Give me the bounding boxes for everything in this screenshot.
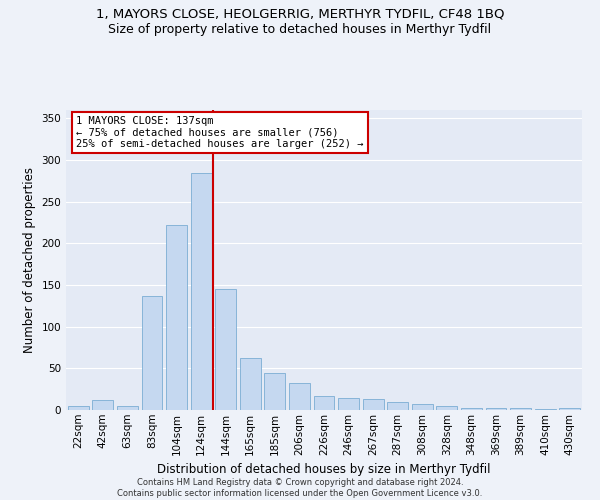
Bar [535,409,556,410]
Text: Size of property relative to detached houses in Merthyr Tydfil: Size of property relative to detached ho… [109,22,491,36]
Bar [265,372,286,410]
X-axis label: Distribution of detached houses by size in Merthyr Tydfil: Distribution of detached houses by size … [157,463,491,476]
Bar [289,382,310,410]
Bar [412,404,433,410]
Bar [314,396,334,410]
Bar [142,296,163,410]
Bar [338,398,359,410]
Text: 1, MAYORS CLOSE, HEOLGERRIG, MERTHYR TYDFIL, CF48 1BQ: 1, MAYORS CLOSE, HEOLGERRIG, MERTHYR TYD… [96,8,504,20]
Bar [240,358,261,410]
Bar [92,400,113,410]
Bar [559,408,580,410]
Y-axis label: Number of detached properties: Number of detached properties [23,167,36,353]
Text: 1 MAYORS CLOSE: 137sqm
← 75% of detached houses are smaller (756)
25% of semi-de: 1 MAYORS CLOSE: 137sqm ← 75% of detached… [76,116,364,149]
Bar [117,406,138,410]
Bar [387,402,408,410]
Bar [68,406,89,410]
Bar [191,172,212,410]
Text: Contains HM Land Registry data © Crown copyright and database right 2024.
Contai: Contains HM Land Registry data © Crown c… [118,478,482,498]
Bar [461,408,482,410]
Bar [166,225,187,410]
Bar [215,289,236,410]
Bar [436,406,457,410]
Bar [362,399,383,410]
Bar [485,408,506,410]
Bar [510,408,531,410]
